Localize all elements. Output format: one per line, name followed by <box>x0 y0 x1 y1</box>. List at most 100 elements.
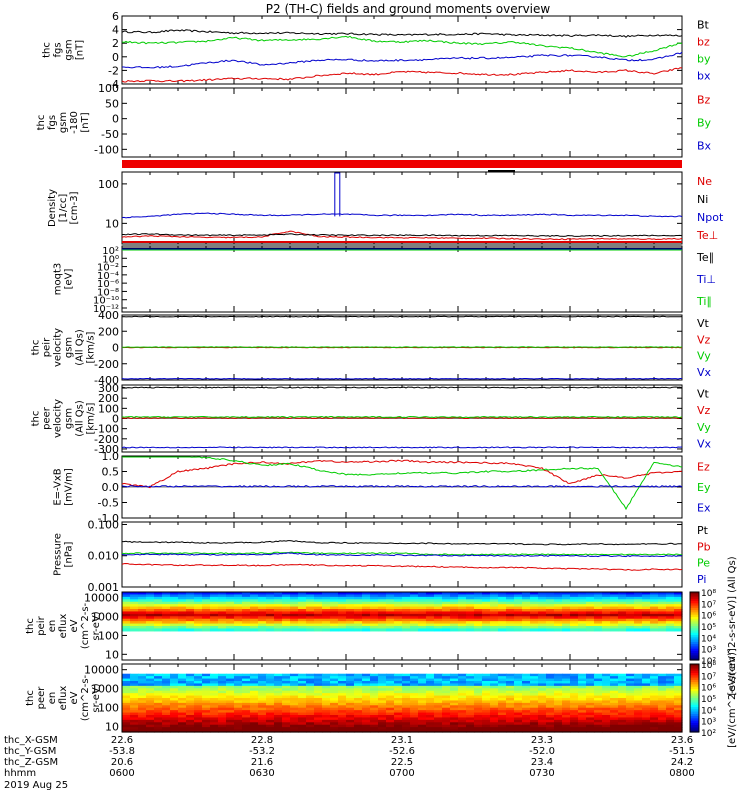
peir_eflux-cell <box>138 599 147 603</box>
peer_eflux-cell <box>658 698 667 702</box>
peir_eflux-cell <box>314 604 323 608</box>
peer_eflux-cell <box>218 681 227 685</box>
peir_eflux-cell <box>258 621 267 625</box>
peer_eflux-cell <box>346 698 355 702</box>
peir_eflux-cell <box>522 628 531 632</box>
peer_eflux-cell <box>426 688 435 692</box>
peer_eflux-cell <box>434 700 443 704</box>
peer_eflux-cell <box>138 688 147 692</box>
peer_eflux-cell <box>610 678 619 682</box>
peer_eflux-cell <box>538 705 547 709</box>
peer_eflux-cell <box>674 685 683 689</box>
peir_eflux-cell <box>466 616 475 620</box>
peer_eflux-cell <box>642 722 651 726</box>
peer_eflux-cell <box>570 724 579 728</box>
peer_eflux-cell <box>498 673 507 677</box>
peir_eflux-cell <box>346 609 355 613</box>
peer_eflux-cell <box>138 724 147 728</box>
peir_eflux-cell <box>306 623 315 627</box>
peir_eflux-cell <box>666 592 675 596</box>
peir_eflux-ylabel: sr-eV) <box>91 611 102 640</box>
peer_eflux-cell <box>226 673 235 677</box>
peer_eflux-cell <box>426 710 435 714</box>
peer_eflux-cell <box>250 712 259 716</box>
peir_eflux-cell <box>554 613 563 617</box>
peir_eflux-cell <box>634 628 643 632</box>
peir_eflux-cell <box>314 623 323 627</box>
peer_eflux-cell <box>362 717 371 721</box>
peir_eflux-cell <box>506 626 515 630</box>
peir_eflux-cell <box>146 611 155 615</box>
peir_eflux-cell <box>394 623 403 627</box>
peer_eflux-cell <box>602 724 611 728</box>
peir_eflux-cell <box>610 623 619 627</box>
peir_eflux-cell <box>290 623 299 627</box>
peir_eflux-cell <box>450 601 459 605</box>
density-ytick-label: 100 <box>98 178 119 191</box>
peer_eflux-cell <box>170 698 179 702</box>
peir_eflux-cell <box>186 628 195 632</box>
peir_eflux-colorbar-cell <box>690 635 699 638</box>
peir_velocity-ytick-label: 200 <box>98 325 119 338</box>
peir_eflux-cell <box>202 613 211 617</box>
peir_eflux-cell <box>650 623 659 627</box>
peer_eflux-cell <box>362 710 371 714</box>
peir_eflux-cell <box>226 594 235 598</box>
peer_eflux-cell <box>538 727 547 731</box>
peir_eflux-cell <box>322 628 331 632</box>
peer_eflux-cell <box>674 676 683 680</box>
peer_eflux-cell <box>122 681 131 685</box>
peer_eflux-cell <box>306 729 315 733</box>
peer_eflux-cell <box>594 729 603 733</box>
peer_eflux-cell <box>234 693 243 697</box>
efield-ylabel: E=-VxB <box>53 468 64 505</box>
peer_eflux-cell <box>562 698 571 702</box>
peir_eflux-cell <box>298 618 307 622</box>
peer_eflux-cell <box>554 690 563 694</box>
peer_eflux-cell <box>234 705 243 709</box>
peer_eflux-cell <box>650 717 659 721</box>
peir_eflux-cell <box>610 613 619 617</box>
peer_eflux-cell <box>258 690 267 694</box>
peer_eflux-cell <box>426 729 435 733</box>
peir_eflux-cell <box>586 606 595 610</box>
peer_eflux-cell <box>402 693 411 697</box>
peer_eflux-cell <box>394 702 403 706</box>
peer_eflux-cell <box>154 681 163 685</box>
peer_eflux-cell <box>362 702 371 706</box>
peer_eflux-cell <box>426 705 435 709</box>
peer_eflux-cell <box>354 702 363 706</box>
peir_eflux-cell <box>426 628 435 632</box>
peir_eflux-cell <box>482 613 491 617</box>
peir_eflux-cell <box>634 626 643 630</box>
peer_eflux-cell <box>642 698 651 702</box>
peir_eflux-cell <box>642 618 651 622</box>
peer_eflux-cell <box>130 681 139 685</box>
peer_eflux-cell <box>186 712 195 716</box>
peer_eflux-cell <box>570 729 579 733</box>
peir_eflux-colorbar-cell <box>690 614 699 618</box>
peir_eflux-cell <box>354 604 363 608</box>
peer_eflux-cell <box>586 690 595 694</box>
peir_eflux-cell <box>282 609 291 613</box>
peer_eflux-cell <box>634 710 643 714</box>
peer_eflux-cell <box>274 707 283 711</box>
peir_eflux-cell <box>658 594 667 598</box>
peir_eflux-cell <box>378 606 387 610</box>
peir_eflux-cell <box>586 618 595 622</box>
peir_eflux-cell <box>570 613 579 617</box>
peer_eflux-cell <box>490 705 499 709</box>
peer_eflux-cell <box>458 698 467 702</box>
peir_eflux-cell <box>154 618 163 622</box>
peer_eflux-cell <box>378 678 387 682</box>
peer_eflux-cell <box>466 683 475 687</box>
peer_eflux-cell <box>618 676 627 680</box>
peer_eflux-cell <box>450 683 459 687</box>
peer_eflux-cell <box>514 690 523 694</box>
peir_eflux-cell <box>258 609 267 613</box>
peir_eflux-cell <box>538 626 547 630</box>
peir_eflux-cell <box>458 613 467 617</box>
peir_eflux-cell <box>322 599 331 603</box>
peer_eflux-cell <box>554 702 563 706</box>
peer_eflux-cell <box>250 683 259 687</box>
